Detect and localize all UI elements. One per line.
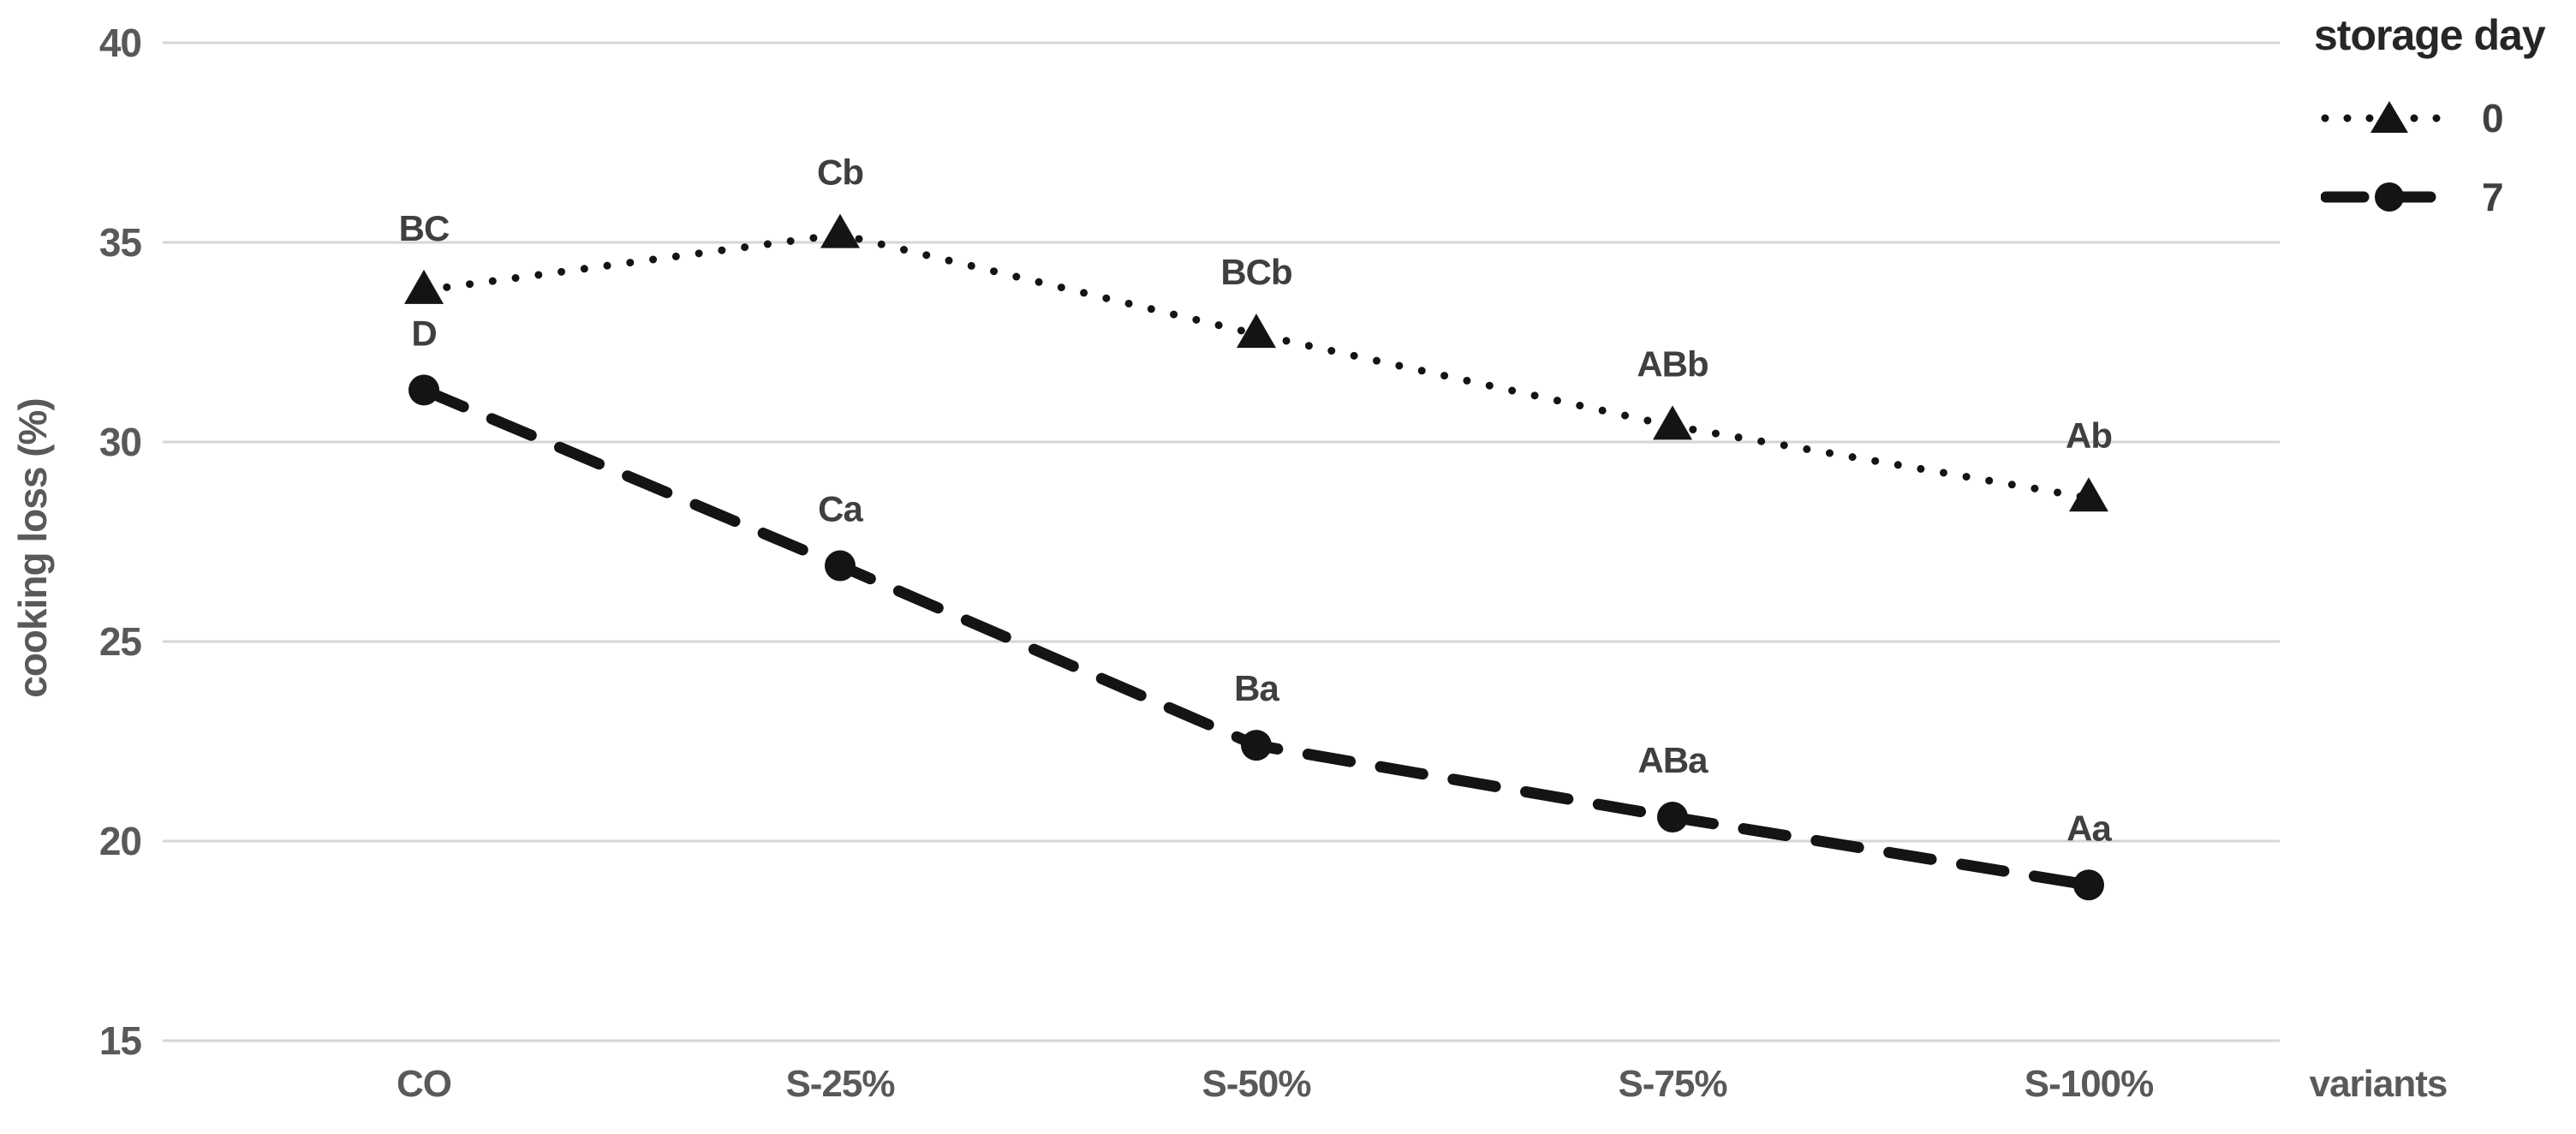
point-label: Cb [817,152,863,193]
y-tick-label: 20 [98,819,142,863]
legend-entry-day0: 0 [2321,98,2504,139]
legend-title: storage day [2314,11,2546,59]
point-label: Aa [2066,808,2112,848]
point-label: ABb [1637,343,1708,384]
y-tick-label: 40 [98,21,142,65]
triangle-marker [820,213,860,248]
legend-entry-day7: 7 [2321,176,2504,218]
triangle-marker [1237,313,1276,349]
legend: storage day 0 7 [2305,11,2546,255]
gridlines-group [163,41,2280,1042]
point-labels-group: BC Cb BCb ABb Ab D Ca Ba ABa Aa [399,152,2114,849]
point-label: ABa [1637,740,1708,780]
y-tick-label: 25 [98,619,142,664]
series-line-day7 [418,384,2095,891]
y-tick-label: 35 [98,220,142,265]
circle-marker [408,374,439,406]
point-label: BCb [1220,252,1291,292]
y-tick-label: 15 [98,1018,142,1063]
series-group [404,213,2108,901]
x-tick-label: S-75% [1618,1063,1727,1105]
triangle-marker [2069,477,2108,512]
point-label: Ca [818,488,863,528]
point-label: D [411,313,436,353]
dotted-triangle-legend-icon [2321,101,2458,133]
y-tick-label: 30 [98,420,142,464]
point-label: BC [399,208,450,248]
circle-marker [1657,802,1688,833]
x-tick-label: CO [397,1063,452,1105]
legend-label-day0: 0 [2482,96,2504,140]
y-axis-title: cooking loss (%) [10,398,55,698]
x-axis-title: variants [2309,1063,2448,1105]
circle-marker [2073,869,2104,901]
circle-marker [825,550,856,582]
circle-marker [1241,730,1272,761]
series-line-day0 [420,230,2093,502]
x-tick-label: S-25% [785,1063,895,1105]
x-tick-label: S-100% [2024,1063,2155,1105]
dashed-circle-legend-icon [2321,182,2458,212]
point-label: Ab [2066,415,2112,456]
triangle-marker [1653,405,1692,440]
x-tick-label: S-50% [1202,1063,1311,1105]
legend-label-day7: 7 [2482,175,2504,219]
point-label: Ba [1234,668,1279,708]
triangle-marker [404,269,444,304]
